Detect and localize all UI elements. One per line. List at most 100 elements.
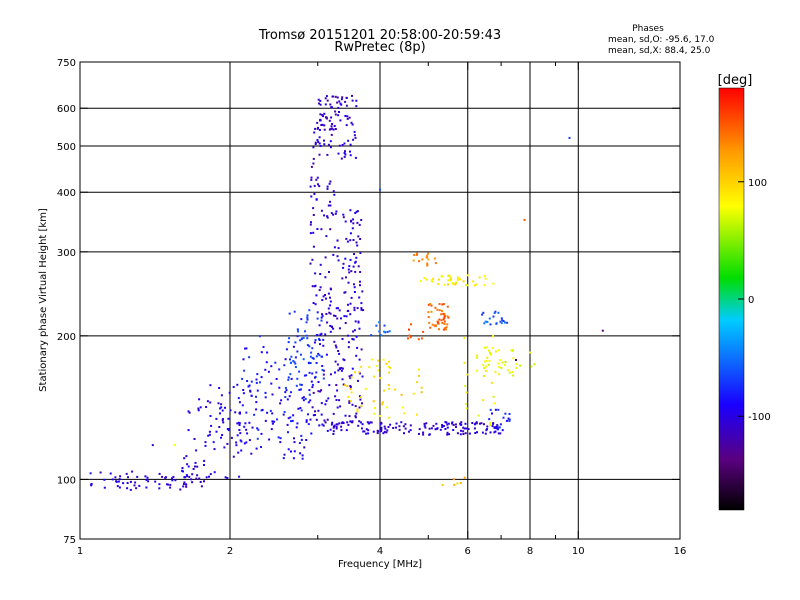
scatter-point [321, 369, 324, 371]
scatter-point [299, 388, 302, 391]
scatter-point [316, 317, 319, 320]
scatter-point [342, 216, 345, 219]
scatter-point [359, 421, 362, 424]
scatter-point [351, 367, 354, 370]
scatter-point [328, 182, 331, 185]
scatter-point [355, 412, 358, 415]
scatter-point [222, 421, 225, 424]
scatter-point [409, 336, 412, 339]
scatter-point [489, 408, 492, 411]
scatter-point [268, 438, 271, 441]
scatter-point [483, 367, 486, 370]
scatter-point [451, 421, 454, 424]
scatter-point [504, 361, 507, 363]
scatter-point [426, 262, 429, 265]
scatter-point [283, 453, 286, 456]
scatter-point [312, 214, 315, 216]
scatter-point [319, 286, 322, 289]
scatter-point [427, 303, 430, 306]
scatter-point [324, 403, 327, 406]
scatter-point [326, 429, 329, 432]
scatter-point [491, 346, 494, 349]
scatter-point [445, 326, 448, 329]
scatter-point [343, 155, 346, 158]
scatter-point [348, 401, 351, 404]
scatter-point [506, 321, 509, 324]
scatter-point [356, 307, 359, 310]
scatter-point [368, 366, 371, 369]
scatter-point [354, 156, 357, 159]
scatter-point [302, 358, 305, 361]
scatter-point [329, 312, 332, 315]
scatter-point [190, 478, 193, 481]
chart-title: Tromsø 20151201 20:58:00-20:59:43 [258, 28, 501, 43]
scatter-point [382, 432, 385, 435]
scatter-point [208, 475, 210, 478]
scatter-point [357, 265, 360, 268]
scatter-point [428, 433, 431, 436]
y-tick-label: 400 [57, 188, 76, 199]
scatter-point [301, 454, 304, 457]
scatter-point [353, 134, 356, 137]
scatter-point [378, 330, 381, 333]
scatter-point [227, 428, 230, 431]
scatter-point [468, 432, 471, 435]
scatter-point [288, 337, 291, 340]
scatter-point [311, 386, 314, 389]
scatter-point [337, 369, 340, 372]
scatter-point [492, 395, 495, 398]
scatter-point [332, 213, 335, 216]
scatter-point [329, 287, 332, 290]
scatter-point [337, 106, 340, 109]
scatter-point [287, 448, 290, 451]
scatter-point [338, 327, 341, 330]
scatter-point [488, 317, 491, 320]
scatter-point [269, 409, 272, 412]
scatter-point [345, 237, 348, 240]
scatter-point [165, 476, 167, 479]
scatter-point [328, 271, 330, 273]
scatter-point [187, 410, 190, 413]
scatter-point [444, 428, 447, 430]
scatter-point [335, 210, 338, 213]
scatter-point [260, 432, 263, 435]
scatter-point [496, 424, 499, 427]
scatter-point [333, 340, 336, 343]
scatter-point [296, 328, 299, 331]
scatter-point [284, 396, 287, 398]
scatter-point [218, 387, 221, 389]
scatter-point [484, 360, 487, 363]
scatter-point [135, 487, 138, 490]
scatter-point [169, 483, 172, 486]
scatter-point [314, 339, 317, 342]
scatter-point [320, 228, 323, 231]
scatter-point [313, 131, 316, 134]
scatter-point [316, 228, 319, 230]
scatter-point [234, 411, 237, 414]
scatter-point [284, 391, 287, 394]
scatter-point [435, 422, 438, 425]
scatter-point [318, 424, 321, 427]
scatter-point [293, 361, 296, 364]
scatter-point [359, 284, 361, 287]
scatter-point [236, 383, 239, 386]
scatter-point [499, 423, 502, 426]
scatter-point [568, 136, 571, 139]
scatter-point [227, 417, 230, 420]
scatter-point [381, 401, 384, 404]
scatter-point [319, 343, 321, 346]
scatter-point [448, 433, 450, 436]
scatter-point [90, 484, 93, 487]
scatter-point [349, 302, 352, 305]
scatter-point [400, 393, 403, 396]
scatter-point [338, 422, 341, 425]
scatter-point [356, 210, 359, 213]
scatter-point [313, 184, 316, 187]
scatter-point [479, 422, 481, 425]
scatter-point [446, 315, 449, 318]
scatter-point [441, 426, 444, 428]
scatter-point [429, 303, 432, 305]
scatter-point [221, 434, 224, 436]
scatter-point [224, 406, 226, 409]
scatter-point [242, 392, 245, 395]
